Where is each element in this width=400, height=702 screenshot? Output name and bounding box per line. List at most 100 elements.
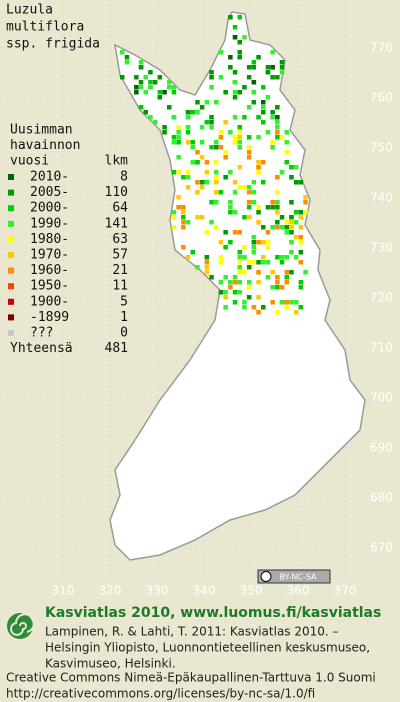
occurrence-square	[256, 270, 261, 275]
occurrence-square	[185, 110, 191, 115]
legend-swatch	[8, 205, 14, 212]
occurrence-square	[265, 70, 271, 75]
occurrence-square	[232, 70, 238, 75]
occurrence-square	[214, 160, 219, 165]
badge-box	[257, 569, 331, 584]
occurrence-square	[171, 210, 177, 215]
legend-label: 1980-	[30, 232, 69, 247]
occurrence-square	[256, 260, 261, 265]
legend-swatch	[8, 298, 14, 305]
occurrence-square	[270, 145, 275, 150]
occurrence-square	[232, 135, 238, 140]
occurrence-square	[275, 190, 280, 195]
occurrence-square	[134, 90, 139, 95]
occurrence-square	[228, 210, 233, 215]
occurrence-square	[270, 50, 275, 55]
occurrence-square	[298, 225, 304, 230]
occurrence-square	[298, 180, 304, 185]
citation-line: Kasvimuseo, Helsinki.	[45, 657, 176, 671]
legend-count: 63	[112, 232, 128, 247]
occurrence-square	[232, 80, 238, 85]
occurrence-square	[251, 250, 257, 255]
northing-label: 670	[370, 541, 393, 555]
occurrence-square	[246, 65, 252, 70]
occurrence-square	[218, 280, 224, 285]
citation-line: Lampinen, R. & Lahti, T. 2011: Kasviatla…	[45, 625, 339, 639]
occurrence-square	[120, 75, 125, 80]
occurrence-square	[289, 230, 294, 235]
occurrence-square	[289, 175, 294, 180]
occurrence-square	[303, 195, 308, 200]
occurrence-square	[157, 95, 163, 100]
easting-label: 340	[193, 584, 216, 598]
occurrence-square	[270, 225, 275, 230]
occurrence-square	[251, 200, 257, 205]
occurrence-square	[209, 145, 214, 150]
occurrence-square	[289, 250, 294, 255]
occurrence-square	[293, 300, 299, 305]
occurrence-square	[223, 120, 228, 125]
occurrence-square	[223, 295, 228, 300]
occurrence-square	[284, 140, 289, 145]
occurrence-square	[232, 180, 238, 185]
occurrence-square	[171, 85, 177, 90]
occurrence-square	[298, 215, 304, 220]
occurrence-square	[298, 250, 304, 255]
occurrence-square	[138, 80, 144, 85]
northing-label: 690	[370, 441, 393, 455]
occurrence-square	[138, 105, 144, 110]
occurrence-square	[298, 260, 304, 265]
occurrence-square	[289, 240, 294, 245]
occurrence-square	[303, 200, 308, 205]
occurrence-square	[246, 155, 252, 160]
occurrence-square	[293, 235, 299, 240]
occurrence-square	[204, 100, 210, 105]
occurrence-square	[218, 130, 224, 135]
occurrence-square	[181, 215, 186, 220]
occurrence-square	[148, 70, 153, 75]
license-line: http://creativecommons.org/licenses/by-n…	[6, 687, 315, 701]
occurrence-square	[265, 275, 271, 280]
legend-label: 2000-	[30, 201, 69, 216]
occurrence-square	[232, 210, 238, 215]
occurrence-square	[246, 265, 252, 270]
occurrence-square	[261, 100, 266, 105]
legend-swatch	[8, 189, 14, 196]
occurrence-square	[284, 220, 289, 225]
occurrence-square	[181, 245, 186, 250]
occurrence-square	[251, 65, 257, 70]
northing-label: 710	[370, 341, 393, 355]
occurrence-square	[228, 240, 233, 245]
occurrence-square	[214, 140, 219, 145]
occurrence-square	[256, 165, 261, 170]
occurrence-square	[275, 120, 280, 125]
legend-swatch	[8, 220, 14, 227]
occurrence-square	[251, 235, 257, 240]
occurrence-square	[237, 265, 242, 270]
occurrence-square	[218, 255, 224, 260]
occurrence-square	[152, 80, 158, 85]
legend-swatch	[8, 252, 14, 258]
occurrence-square	[218, 50, 224, 55]
occurrence-square	[176, 125, 181, 130]
occurrence-square	[270, 110, 275, 115]
occurrence-square	[138, 85, 144, 90]
occurrence-square	[223, 275, 228, 280]
occurrence-square	[261, 110, 266, 115]
occurrence-square	[293, 255, 299, 260]
occurrence-square	[223, 90, 228, 95]
occurrence-square	[176, 130, 181, 135]
occurrence-square	[228, 15, 233, 20]
occurrence-square	[148, 115, 153, 120]
occurrence-square	[232, 280, 238, 285]
occurrence-square	[195, 265, 200, 270]
legend-label: 1900-	[30, 294, 69, 309]
occurrence-square	[223, 175, 228, 180]
occurrence-square	[223, 305, 228, 310]
occurrence-square	[298, 280, 304, 285]
occurrence-square	[171, 115, 177, 120]
occurrence-squares	[120, 15, 308, 315]
easting-label: 360	[287, 584, 310, 598]
occurrence-square	[275, 255, 280, 260]
occurrence-square	[284, 230, 289, 235]
